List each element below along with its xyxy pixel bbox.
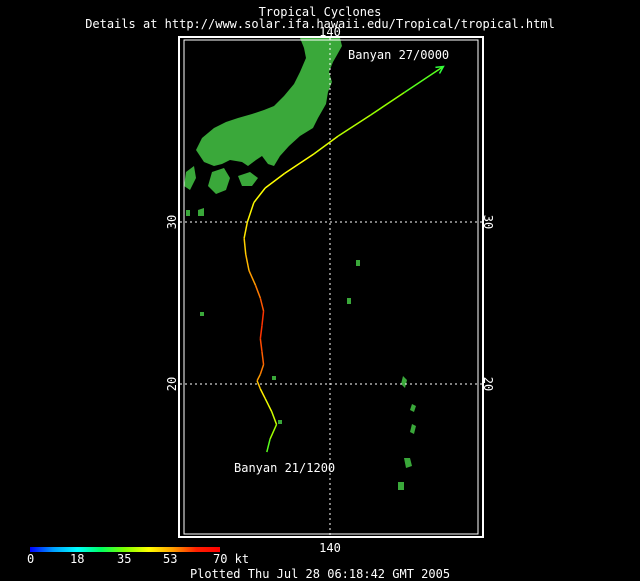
lat-label-30-right: 30 (481, 215, 495, 229)
track-segment (259, 364, 265, 375)
track-segment (243, 221, 249, 239)
lon-label-top: 140 (319, 25, 341, 39)
track-segment (253, 187, 266, 204)
track-segment (254, 284, 262, 299)
map-border (178, 36, 484, 538)
cyclone-track (243, 65, 445, 453)
scale-label-0: 0 (27, 552, 35, 566)
lat-label-30-left: 30 (165, 215, 179, 229)
chart-title: Tropical Cyclones (258, 5, 382, 19)
track-segment (246, 202, 255, 223)
track-segment (259, 388, 266, 399)
track-segment (245, 254, 250, 271)
track-segment (284, 153, 315, 175)
track-segment (264, 172, 286, 189)
details-url: Details at http://www.solar.ifa.hawaii.e… (85, 17, 555, 31)
scale-label-53: 53 (163, 552, 178, 566)
graticule (180, 38, 482, 536)
track-segment (404, 65, 444, 94)
track-arrow-head (435, 65, 445, 74)
lat-label-20-left: 20 (165, 377, 179, 391)
track-segment (264, 398, 273, 412)
track-start-label: Banyan 21/1200 (234, 461, 335, 475)
track-end-label: Banyan 27/0000 (348, 48, 449, 62)
track-segment (259, 338, 263, 352)
track-segment (256, 380, 262, 390)
track-segment (313, 135, 339, 155)
wind-speed-color-scale (30, 547, 220, 552)
track-segment (259, 325, 263, 339)
track-segment (266, 438, 271, 453)
track-segment (261, 351, 265, 365)
lat-label-20-right: 20 (481, 377, 495, 391)
scale-label-70: 70 kt (213, 552, 250, 566)
track-segment (337, 114, 371, 137)
scale-label-35: 35 (117, 552, 132, 566)
track-segment (256, 373, 262, 382)
lon-label-bottom: 140 (319, 541, 341, 555)
track-segment (270, 411, 278, 425)
track-segment (269, 424, 278, 440)
track-segment (261, 311, 265, 326)
plotted-timestamp: Plotted Thu Jul 28 06:18:42 GMT 2005 (189, 567, 451, 581)
land-japan (184, 38, 416, 490)
track-segment (243, 238, 247, 255)
track-segment (248, 270, 257, 286)
track-segment (259, 297, 265, 312)
track-segment (370, 91, 405, 116)
scale-label-18: 18 (70, 552, 85, 566)
